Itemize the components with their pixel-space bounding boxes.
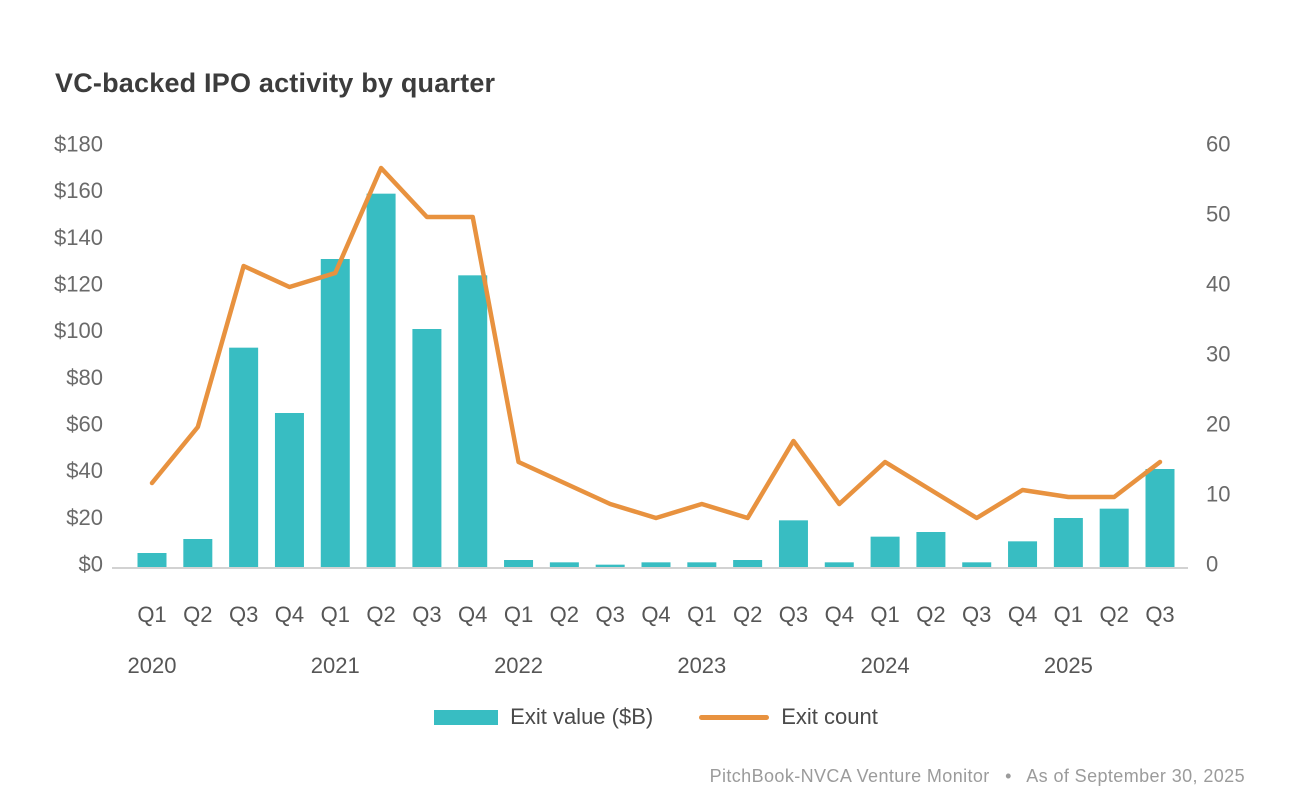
quarter-label-2020-Q1: Q1	[137, 602, 166, 627]
left-axis-tick-160: $160	[54, 178, 103, 203]
exit-value-bar-2024-Q4	[1008, 541, 1038, 567]
exit-value-bar-2024-Q1	[870, 536, 900, 567]
footer-bullet-separator: •	[1005, 766, 1012, 786]
quarter-label-2025-Q2: Q2	[1100, 602, 1129, 627]
exit-value-bar-2022-Q3	[595, 564, 625, 567]
exit-value-bar-2020-Q2	[183, 539, 213, 567]
year-label-2025: 2025	[1044, 653, 1093, 678]
exit-value-bar-2023-Q2	[733, 560, 763, 567]
exit-value-bar-2025-Q1	[1053, 518, 1083, 567]
exit-value-bar-2023-Q1	[687, 562, 717, 567]
left-axis-tick-140: $140	[54, 225, 103, 250]
right-axis-tick-30: 30	[1206, 342, 1230, 367]
quarter-label-2022-Q2: Q2	[550, 602, 579, 627]
quarter-label-2022-Q1: Q1	[504, 602, 533, 627]
quarter-label-2024-Q1: Q1	[870, 602, 899, 627]
year-label-2020: 2020	[128, 653, 177, 678]
exit-value-bar-2020-Q4	[274, 413, 304, 567]
exit-value-bar-2025-Q3	[1145, 469, 1175, 567]
exit-value-legend-label: Exit value ($B)	[510, 704, 654, 729]
quarter-label-2021-Q3: Q3	[412, 602, 441, 627]
quarter-label-2023-Q1: Q1	[687, 602, 716, 627]
exit-value-bar-2021-Q2	[366, 193, 396, 567]
exit-value-bar-2021-Q1	[320, 259, 350, 567]
left-axis-tick-40: $40	[66, 458, 103, 483]
exit-value-bar-2025-Q2	[1099, 508, 1129, 567]
year-label-2022: 2022	[494, 653, 543, 678]
exit-value-bar-2023-Q3	[778, 520, 808, 567]
exit-count-legend-label: Exit count	[781, 704, 878, 729]
legend-item-exit-count: Exit count	[699, 704, 878, 730]
exit-count-line	[149, 165, 1163, 521]
left-axis-tick-120: $120	[54, 272, 103, 297]
quarter-label-2025-Q1: Q1	[1054, 602, 1083, 627]
exit-value-bar-2020-Q3	[229, 347, 259, 567]
quarter-label-2020-Q3: Q3	[229, 602, 258, 627]
quarter-label-2024-Q2: Q2	[916, 602, 945, 627]
exit-value-bar-2020-Q1	[137, 553, 167, 567]
ipo-activity-combo-chart: $0 $20 $40 $60 $80 $100 $120 $140 $160 $180 0 10 20 3…	[54, 132, 1230, 679]
quarter-label-2025-Q3: Q3	[1145, 602, 1174, 627]
right-axis-tick-40: 40	[1206, 272, 1230, 297]
exit-value-bar-2022-Q4	[641, 562, 671, 567]
footer-source-text: PitchBook-NVCA Venture Monitor	[709, 766, 990, 786]
year-label-2021: 2021	[311, 653, 360, 678]
exit-value-bar-2021-Q4	[458, 275, 488, 567]
year-label-2024: 2024	[861, 653, 910, 678]
exit-value-bar-2024-Q2	[916, 532, 946, 567]
quarter-label-2020-Q2: Q2	[183, 602, 212, 627]
exit-value-bar-2023-Q4	[824, 562, 854, 567]
quarter-label-2022-Q4: Q4	[641, 602, 670, 627]
chart-legend: Exit value ($B) Exit count	[0, 704, 1312, 730]
chart-title: VC-backed IPO activity by quarter	[55, 68, 496, 98]
right-axis-tick-50: 50	[1206, 202, 1230, 227]
quarter-label-2023-Q4: Q4	[825, 602, 854, 627]
exit-value-bar-2022-Q1	[504, 560, 534, 567]
legend-item-exit-value: Exit value ($B)	[434, 704, 653, 730]
quarter-label-2021-Q1: Q1	[321, 602, 350, 627]
exit-value-bar-swatch-icon	[434, 709, 499, 725]
right-axis-tick-0: 0	[1206, 552, 1218, 577]
quarter-label-2020-Q4: Q4	[275, 602, 304, 627]
footer-as-of-text: As of September 30, 2025	[1026, 766, 1245, 786]
quarter-label-2023-Q3: Q3	[779, 602, 808, 627]
right-axis-tick-10: 10	[1206, 482, 1230, 507]
year-label-2023: 2023	[677, 653, 726, 678]
exit-count-line-swatch-icon	[699, 714, 770, 720]
left-axis-tick-0: $0	[79, 552, 103, 577]
exit-value-bar-2024-Q3	[962, 562, 992, 567]
source-attribution: PitchBook-NVCA Venture Monitor • As of S…	[710, 766, 1245, 787]
left-axis-tick-180: $180	[54, 132, 103, 157]
quarter-label-2024-Q3: Q3	[962, 602, 991, 627]
quarter-label-2024-Q4: Q4	[1008, 602, 1037, 627]
left-axis-tick-80: $80	[66, 365, 103, 390]
quarter-label-2023-Q2: Q2	[733, 602, 762, 627]
left-axis-tick-60: $60	[66, 412, 103, 437]
left-axis-tick-20: $20	[66, 505, 103, 530]
quarter-label-2021-Q4: Q4	[458, 602, 487, 627]
right-axis-tick-60: 60	[1206, 132, 1230, 157]
left-axis-tick-100: $100	[54, 318, 103, 343]
quarter-label-2021-Q2: Q2	[366, 602, 395, 627]
quarter-label-2022-Q3: Q3	[596, 602, 625, 627]
exit-value-bar-2021-Q3	[412, 329, 442, 567]
exit-value-bar-2022-Q2	[549, 562, 579, 567]
right-axis-tick-20: 20	[1206, 412, 1230, 437]
